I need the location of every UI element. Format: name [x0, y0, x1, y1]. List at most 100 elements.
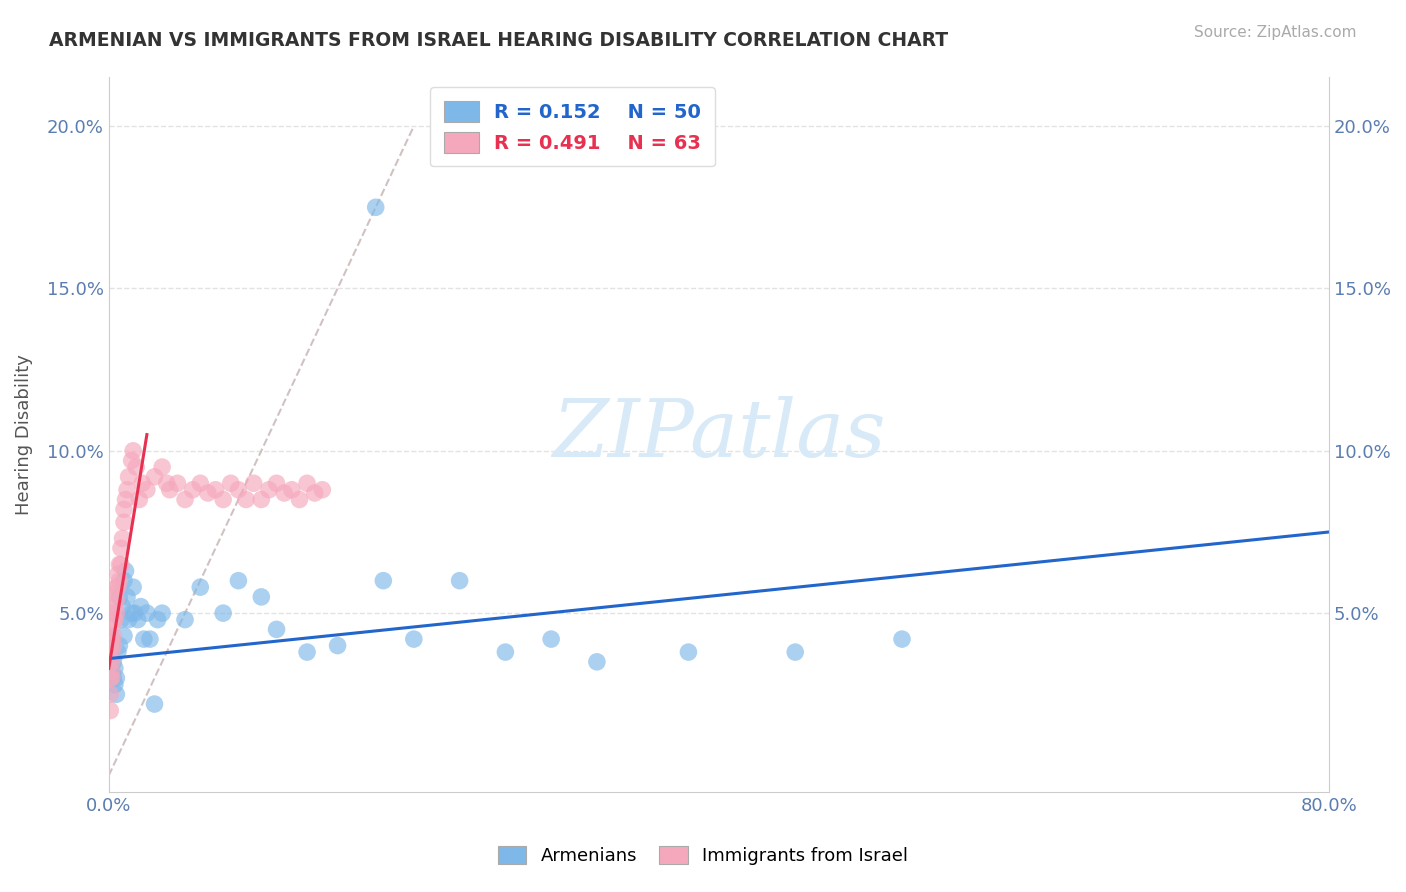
Point	[114, 492, 136, 507]
Point	[250, 492, 273, 507]
Point	[143, 697, 166, 711]
Point	[242, 476, 264, 491]
Point	[105, 606, 128, 620]
Point	[122, 443, 145, 458]
Point	[115, 590, 138, 604]
Point	[288, 492, 311, 507]
Point	[132, 632, 155, 646]
Point	[121, 606, 143, 620]
Point	[156, 476, 179, 491]
Point	[101, 632, 124, 646]
Point	[103, 606, 125, 620]
Point	[114, 564, 136, 578]
Point	[166, 476, 188, 491]
Point	[295, 645, 318, 659]
Point	[108, 639, 131, 653]
Point	[159, 483, 181, 497]
Point	[122, 580, 145, 594]
Point	[98, 651, 121, 665]
Text: ARMENIAN VS IMMIGRANTS FROM ISRAEL HEARING DISABILITY CORRELATION CHART: ARMENIAN VS IMMIGRANTS FROM ISRAEL HEARI…	[49, 31, 948, 50]
Point	[105, 593, 128, 607]
Point	[103, 671, 125, 685]
Point	[174, 613, 197, 627]
Point	[146, 613, 169, 627]
Text: ZIPatlas: ZIPatlas	[553, 396, 886, 474]
Point	[129, 599, 152, 614]
Point	[107, 567, 129, 582]
Point	[101, 648, 124, 663]
Point	[212, 492, 235, 507]
Point	[540, 632, 562, 646]
Point	[228, 483, 250, 497]
Point	[117, 470, 139, 484]
Point	[103, 639, 125, 653]
Y-axis label: Hearing Disability: Hearing Disability	[15, 354, 32, 515]
Point	[108, 574, 131, 588]
Point	[150, 606, 173, 620]
Point	[108, 590, 131, 604]
Point	[273, 486, 295, 500]
Point	[103, 655, 125, 669]
Point	[257, 483, 280, 497]
Point	[103, 615, 125, 630]
Point	[364, 200, 387, 214]
Point	[112, 515, 135, 529]
Point	[104, 587, 127, 601]
Point	[110, 558, 132, 572]
Point	[235, 492, 257, 507]
Point	[108, 558, 131, 572]
Point	[139, 632, 162, 646]
Point	[304, 486, 326, 500]
Point	[197, 486, 219, 500]
Point	[101, 632, 124, 646]
Point	[174, 492, 197, 507]
Point	[98, 671, 121, 685]
Point	[98, 645, 121, 659]
Point	[188, 580, 211, 594]
Point	[107, 645, 129, 659]
Point	[266, 623, 288, 637]
Point	[135, 483, 157, 497]
Point	[678, 645, 700, 659]
Point	[105, 580, 128, 594]
Point	[98, 632, 121, 646]
Point	[785, 645, 807, 659]
Point	[105, 687, 128, 701]
Legend: Armenians, Immigrants from Israel: Armenians, Immigrants from Israel	[491, 838, 915, 872]
Point	[402, 632, 425, 646]
Point	[101, 671, 124, 685]
Point	[101, 645, 124, 659]
Point	[98, 629, 121, 643]
Point	[98, 639, 121, 653]
Point	[101, 655, 124, 669]
Point	[586, 655, 609, 669]
Point	[135, 606, 157, 620]
Point	[143, 470, 166, 484]
Point	[212, 606, 235, 620]
Point	[219, 476, 242, 491]
Point	[112, 502, 135, 516]
Point	[101, 665, 124, 679]
Point	[373, 574, 395, 588]
Point	[107, 580, 129, 594]
Point	[117, 613, 139, 627]
Legend: R = 0.152    N = 50, R = 0.491    N = 63: R = 0.152 N = 50, R = 0.491 N = 63	[430, 87, 714, 167]
Point	[150, 460, 173, 475]
Point	[449, 574, 471, 588]
Text: Source: ZipAtlas.com: Source: ZipAtlas.com	[1194, 25, 1357, 40]
Point	[131, 476, 153, 491]
Point	[103, 629, 125, 643]
Point	[250, 590, 273, 604]
Point	[188, 476, 211, 491]
Point	[110, 613, 132, 627]
Point	[266, 476, 288, 491]
Point	[891, 632, 914, 646]
Point	[98, 704, 121, 718]
Point	[112, 629, 135, 643]
Point	[127, 613, 149, 627]
Point	[115, 483, 138, 497]
Point	[104, 613, 127, 627]
Point	[101, 665, 124, 679]
Point	[104, 677, 127, 691]
Point	[494, 645, 516, 659]
